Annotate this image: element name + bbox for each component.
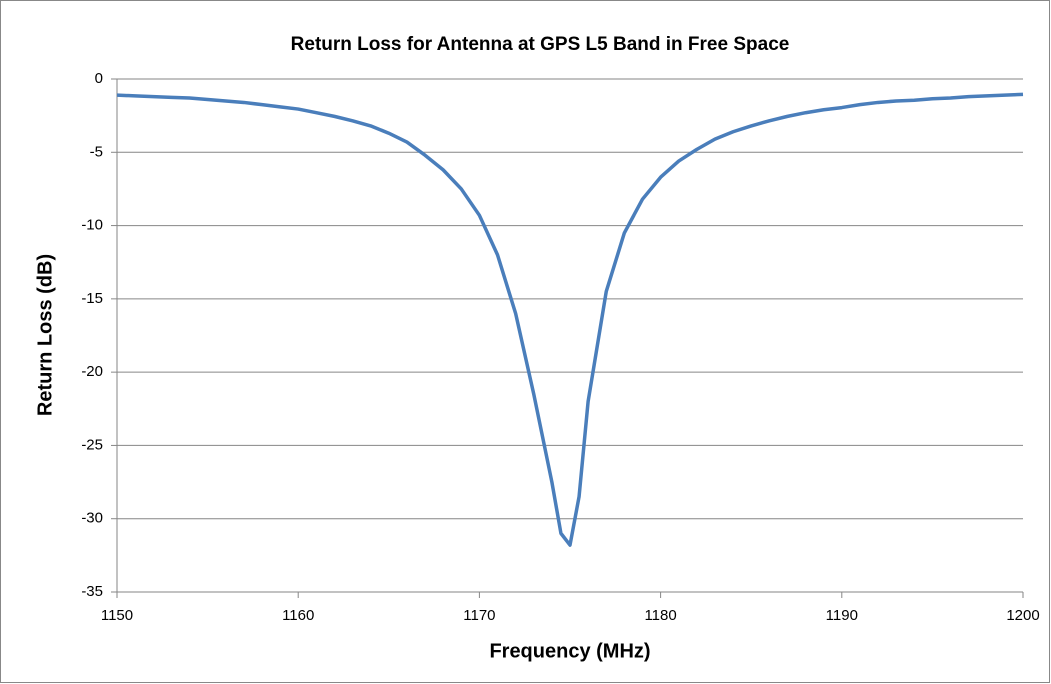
y-tick-label: -5 [90, 143, 103, 160]
x-tick-label: 1170 [463, 607, 495, 624]
y-tick-label: -35 [81, 583, 103, 600]
y-tick-label: 0 [95, 70, 103, 87]
line [116, 92, 1024, 547]
y-tick-label: -15 [81, 290, 103, 307]
x-tick-label: 1180 [644, 607, 676, 624]
x-tick-label: 1200 [1006, 607, 1039, 624]
y-tick-label: -25 [81, 436, 103, 453]
x-axis-label: Frequency (MHz) [489, 640, 650, 662]
y-axis-label: Return Loss (dB) [34, 254, 56, 416]
x-tick-label: 1190 [826, 607, 858, 624]
chart-title: Return Loss for Antenna at GPS L5 Band i… [291, 34, 790, 55]
y-tick-label: -10 [81, 217, 103, 234]
y-tick-label: -30 [81, 510, 103, 527]
y-tick-label: -20 [81, 363, 103, 380]
x-tick-label: 1160 [282, 607, 314, 624]
x-tick-label: 1150 [101, 607, 133, 624]
